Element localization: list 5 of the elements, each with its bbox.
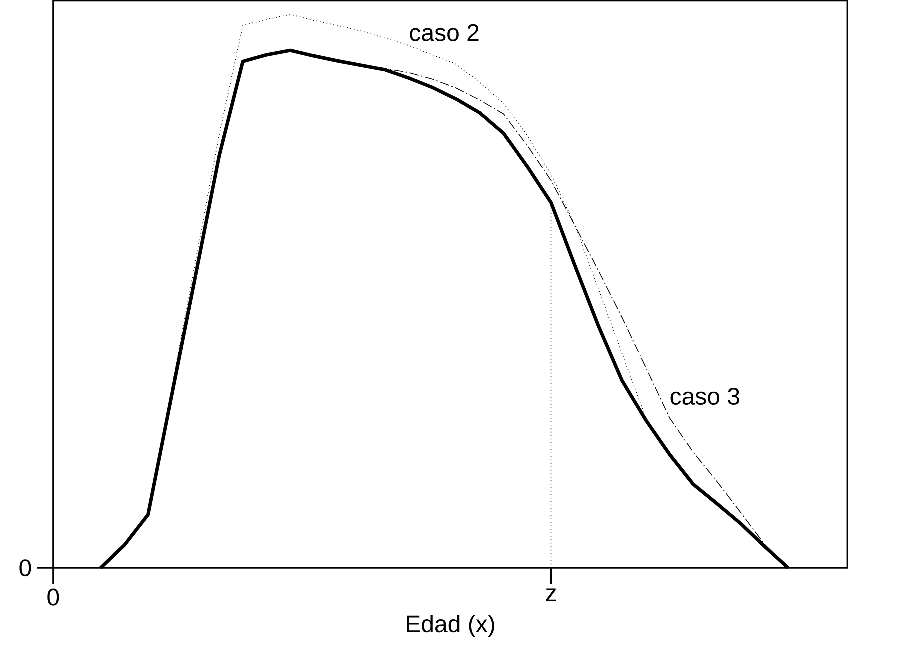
series-label: caso 3 xyxy=(670,388,740,406)
series-label: caso 2 xyxy=(410,24,479,42)
x-axis-title: Edad (x) xyxy=(407,615,494,638)
text: 0 xyxy=(20,560,32,577)
x-tick-label: z xyxy=(546,589,556,602)
